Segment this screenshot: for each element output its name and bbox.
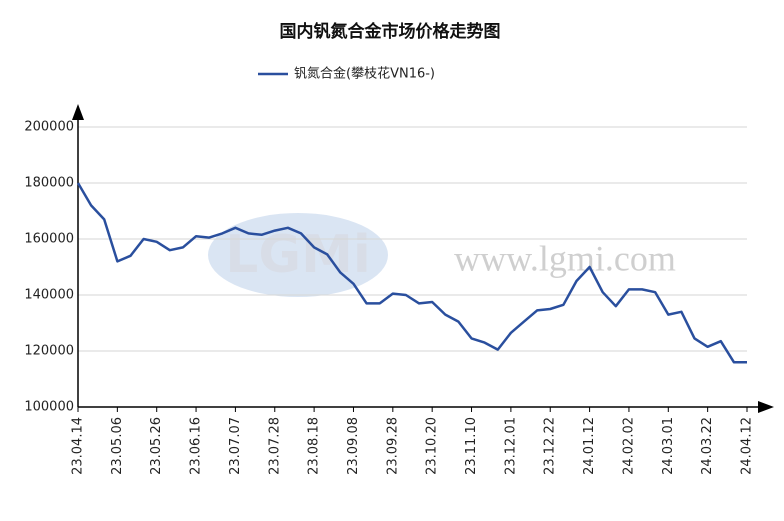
- legend-label: 钒氮合金(攀枝花VN16-): [294, 66, 435, 82]
- x-tick-label: 24.03.01: [661, 417, 676, 475]
- x-tick-label: 23.07.07: [228, 417, 243, 475]
- x-tick-label: 23.10.20: [425, 417, 440, 475]
- x-tick-label: 24.02.02: [621, 417, 636, 475]
- x-tick-label: 24.03.22: [700, 417, 715, 475]
- x-tick-label: 23.11.10: [464, 417, 479, 475]
- y-tick-label: 140000: [24, 288, 74, 303]
- x-tick-label: 23.05.06: [110, 417, 125, 475]
- x-tick-label: 23.09.08: [346, 417, 361, 475]
- x-tick-label: 24.01.12: [582, 417, 597, 475]
- x-tick-label: 23.08.18: [307, 417, 322, 475]
- x-tick-label: 23.06.16: [189, 417, 204, 475]
- y-axis-arrow: [72, 104, 84, 120]
- chart-title: 国内钒氮合金市场价格走势图: [280, 21, 501, 42]
- x-tick-label: 23.12.01: [503, 417, 518, 475]
- x-tick-label: 23.07.28: [267, 417, 282, 475]
- x-tick-label: 24.04.12: [740, 417, 755, 475]
- x-tick-label: 23.09.28: [385, 417, 400, 475]
- x-tick-label: 23.04.14: [71, 417, 86, 475]
- y-tick-label: 180000: [24, 176, 74, 191]
- y-tick-label: 120000: [24, 344, 74, 359]
- logo: LGMi: [225, 225, 370, 285]
- y-tick-label: 200000: [24, 120, 74, 135]
- x-axis-arrow: [758, 401, 774, 413]
- y-tick-label: 160000: [24, 232, 74, 247]
- x-tick-label: 23.05.26: [149, 417, 164, 475]
- y-tick-label: 100000: [24, 400, 74, 415]
- watermark: www.lgmi.com: [454, 238, 676, 278]
- x-tick-label: 23.12.22: [543, 417, 558, 475]
- line: [76, 182, 747, 364]
